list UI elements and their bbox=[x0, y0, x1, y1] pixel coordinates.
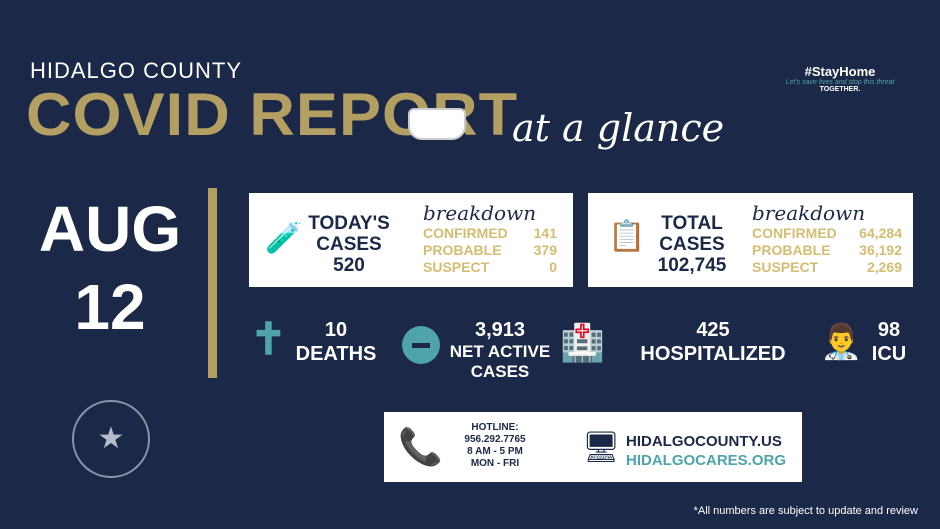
together: TOGETHER. bbox=[819, 86, 861, 93]
todays-cases: TODAY'S CASES 520 bbox=[301, 213, 397, 276]
divider bbox=[208, 188, 217, 378]
phone-icon: 📞 bbox=[398, 426, 443, 467]
total-cases-value: 102,745 bbox=[657, 255, 727, 276]
day: 12 bbox=[74, 271, 146, 343]
total-cases: TOTAL CASES 102,745 bbox=[646, 213, 738, 276]
total-cases-card: 📋 TOTAL CASES 102,745 breakdown CONFIRME… bbox=[588, 193, 913, 287]
contact-box: 📞 HOTLINE: 956.292.7765 8 AM - 5 PM MON - F… bbox=[384, 412, 802, 482]
report-date: AUG 12 bbox=[20, 190, 200, 346]
todays-cases-value: 520 bbox=[333, 255, 365, 276]
hospital-icon: 🏥 bbox=[560, 322, 605, 363]
breakdown-row: SUSPECT 2,269 bbox=[752, 259, 902, 275]
tagline: Let's save lives and stop this threat bbox=[785, 79, 895, 86]
month: AUG bbox=[38, 193, 182, 265]
breakdown-heading: breakdown bbox=[423, 201, 537, 225]
breakdown-row: SUSPECT 0 bbox=[423, 259, 557, 275]
breakdown-row: PROBABLE 36,192 bbox=[752, 242, 902, 258]
breakdown-row: CONFIRMED 64,284 bbox=[752, 225, 902, 241]
computer-icon: 🖥 bbox=[582, 431, 621, 464]
report-subtitle: at a glance bbox=[512, 106, 725, 150]
label: CASES bbox=[316, 234, 382, 255]
disclaimer: *All numbers are subject to update and r… bbox=[693, 505, 918, 517]
cares-website-link[interactable]: HIDALGOCARES.ORG bbox=[626, 452, 787, 469]
label: TODAY'S bbox=[308, 213, 390, 234]
icu-stat: 98 ICU bbox=[871, 319, 907, 365]
active-cases-stat: 3,913 NET ACTIVE CASES bbox=[449, 319, 551, 381]
face-mask-icon bbox=[408, 108, 466, 140]
stay-home-badge: #StayHome Let's save lives and stop this… bbox=[770, 64, 910, 93]
breakdown-row: CONFIRMED 141 bbox=[423, 225, 557, 241]
clipboard-icon: 📋 bbox=[608, 220, 646, 253]
breakdown-heading: breakdown bbox=[752, 201, 866, 225]
hashtag: #StayHome bbox=[804, 64, 876, 79]
test-tube-icon: 🧪 bbox=[265, 222, 303, 255]
label: CASES bbox=[659, 234, 725, 255]
breakdown-row: PROBABLE 379 bbox=[423, 242, 557, 258]
county-website-link[interactable]: HIDALGOCOUNTY.US bbox=[626, 433, 782, 450]
minus-circle-icon bbox=[402, 326, 440, 364]
county-name: HIDALGO COUNTY bbox=[30, 58, 243, 83]
county-seal-icon: ★ bbox=[72, 400, 150, 478]
hospitalized-stat: 425 HOSPITALIZED bbox=[640, 319, 786, 365]
phone-link[interactable]: 956.292.7765 bbox=[464, 434, 526, 445]
deaths-stat: 10 DEATHS bbox=[295, 319, 377, 365]
hotline-info: HOTLINE: 956.292.7765 8 AM - 5 PM MON - FRI bbox=[440, 422, 550, 470]
doctor-icon: 👨‍⚕️ bbox=[820, 323, 863, 361]
label: TOTAL bbox=[661, 213, 723, 234]
todays-cases-card: 🧪 TODAY'S CASES 520 breakdown CONFIRMED 1… bbox=[249, 193, 573, 287]
cross-icon: ✝ bbox=[250, 315, 287, 364]
